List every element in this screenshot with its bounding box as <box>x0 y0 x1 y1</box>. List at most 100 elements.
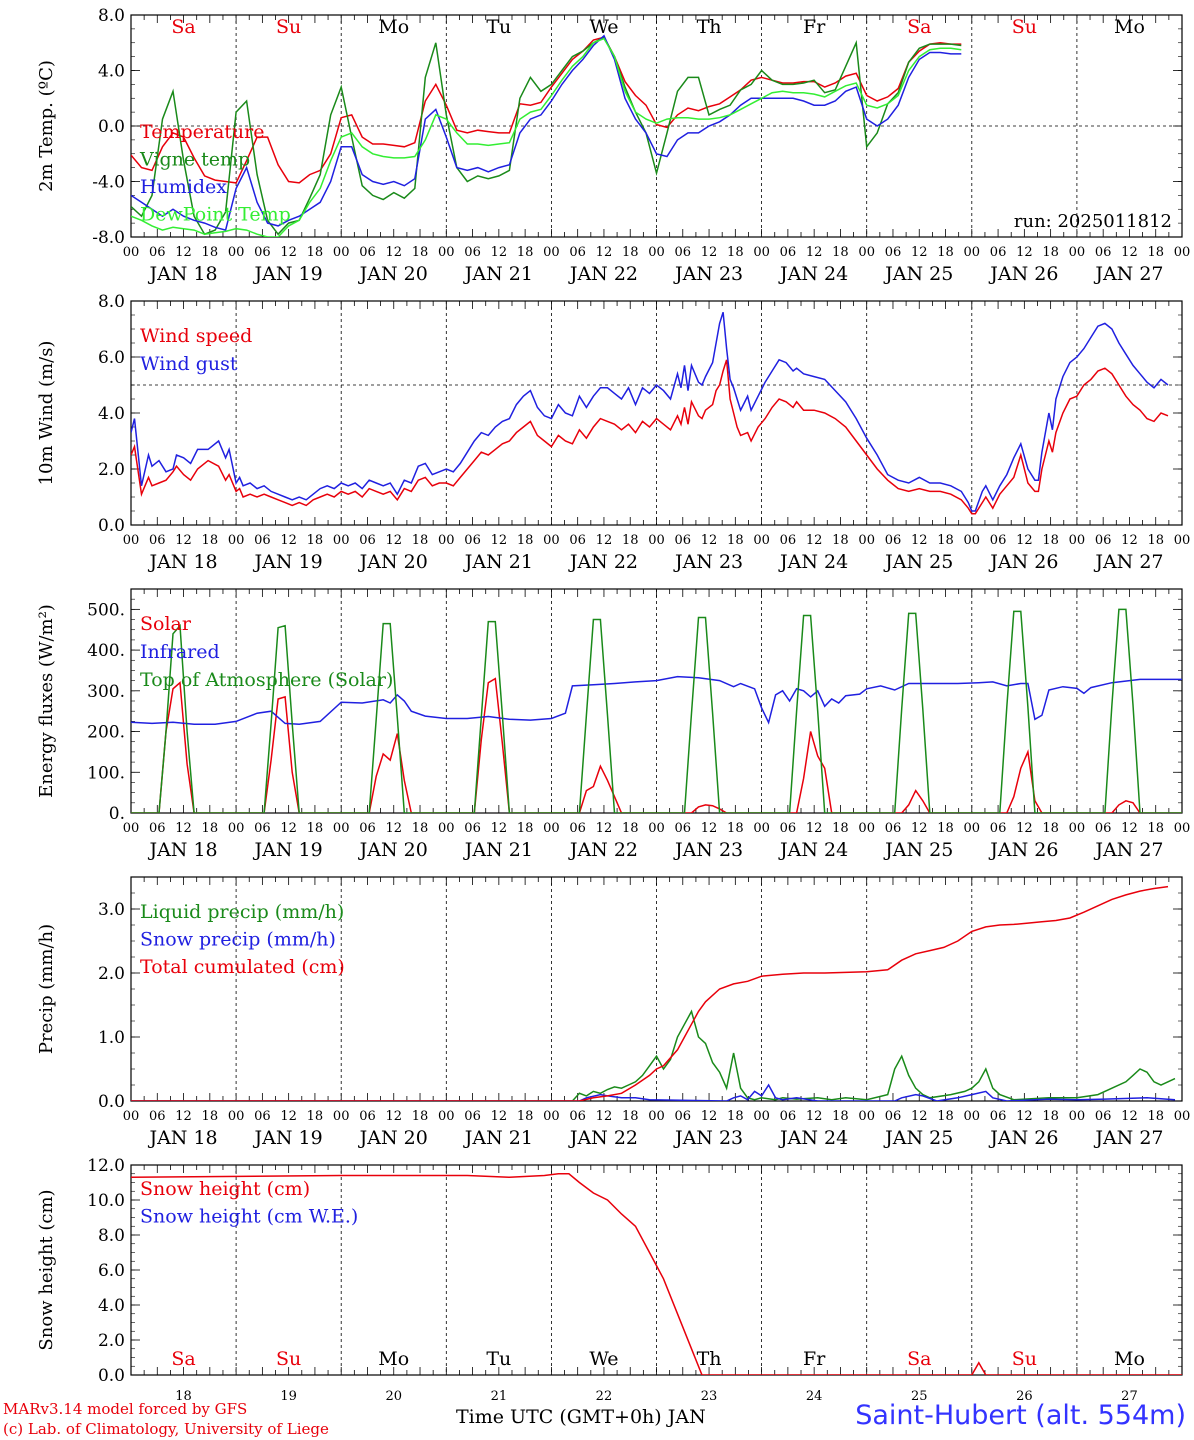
hour-tick-label: 06 <box>149 821 166 836</box>
hour-tick-label: 12 <box>701 245 718 260</box>
hour-tick-label: 12 <box>1121 533 1138 548</box>
hour-tick-label: 06 <box>675 821 692 836</box>
day-label: JAN 24 <box>778 263 848 285</box>
day-label: JAN 25 <box>883 263 953 285</box>
weekday-label: Tu <box>486 1348 511 1370</box>
hour-tick-label: 12 <box>911 245 928 260</box>
day-label: JAN 19 <box>253 1127 323 1149</box>
hour-tick-label: 00 <box>333 821 350 836</box>
hour-tick-label: 00 <box>964 245 981 260</box>
hour-tick-label: 00 <box>228 533 245 548</box>
series-line-liquid-precip-mm-h <box>131 1009 1176 1101</box>
y-axis-label: 10m Wind (m/s) <box>36 341 57 486</box>
hour-tick-label: 12 <box>806 533 823 548</box>
hour-tick-label: 12 <box>1121 1109 1138 1124</box>
hour-tick-label: 06 <box>990 533 1007 548</box>
day-label: JAN 24 <box>778 551 848 573</box>
y-tick-label: 100. <box>87 763 125 783</box>
hour-tick-label: 18 <box>307 533 324 548</box>
hour-tick-label: 18 <box>937 821 954 836</box>
day-label: JAN 22 <box>568 551 638 573</box>
hour-tick-label: 06 <box>464 821 481 836</box>
y-tick-label: 0.0 <box>98 117 125 137</box>
y-tick-label: 4.0 <box>98 1296 125 1316</box>
hour-tick-label: 18 <box>202 821 219 836</box>
y-tick-label: 10.0 <box>87 1191 125 1211</box>
hour-tick-label: 18 <box>517 821 534 836</box>
hour-tick-label: 18 <box>832 1109 849 1124</box>
hour-tick-label: 06 <box>990 821 1007 836</box>
weekday-label: Su <box>1012 16 1037 38</box>
hour-tick-label: 12 <box>911 533 928 548</box>
weekday-label: Sa <box>171 16 195 38</box>
hour-tick-label: 12 <box>175 821 192 836</box>
hour-tick-label: 06 <box>359 1109 376 1124</box>
hour-tick-label: 12 <box>596 821 613 836</box>
legend-entry: DewPoint Temp <box>140 204 291 226</box>
hour-tick-label: 18 <box>307 821 324 836</box>
day-number-label: 26 <box>1016 1389 1033 1400</box>
hour-tick-label: 00 <box>1174 1109 1191 1124</box>
hour-tick-label: 18 <box>1042 821 1059 836</box>
hour-tick-label: 00 <box>543 533 560 548</box>
hour-tick-label: 00 <box>648 533 665 548</box>
hour-tick-label: 18 <box>202 533 219 548</box>
hour-tick-label: 06 <box>780 245 797 260</box>
day-label: JAN 18 <box>147 551 217 573</box>
hour-tick-label: 12 <box>1016 245 1033 260</box>
y-axis-label: 2m Temp. (ºC) <box>36 60 57 192</box>
hour-tick-label: 06 <box>990 1109 1007 1124</box>
y-tick-label: 12.0 <box>87 1156 125 1176</box>
hour-tick-label: 12 <box>911 1109 928 1124</box>
hour-tick-label: 18 <box>1147 533 1164 548</box>
hour-tick-label: 00 <box>1174 245 1191 260</box>
hour-tick-label: 00 <box>753 245 770 260</box>
hour-tick-label: 12 <box>385 1109 402 1124</box>
legend-entry: Temperature <box>140 121 264 143</box>
y-tick-label: -8.0 <box>92 228 125 248</box>
legend-entry: Humidex <box>140 176 227 198</box>
hour-tick-label: 06 <box>569 245 586 260</box>
hour-tick-label: 12 <box>175 533 192 548</box>
hour-tick-label: 00 <box>858 245 875 260</box>
day-label: JAN 27 <box>1093 263 1163 285</box>
hour-tick-label: 06 <box>569 821 586 836</box>
hour-tick-label: 06 <box>885 533 902 548</box>
hour-tick-label: 06 <box>1095 821 1112 836</box>
hour-tick-label: 00 <box>123 533 140 548</box>
chart-panel-5: 12.0 10.0 8.0 6.0 4.0 2.0 0.0 Snow height (cm) S… <box>36 1156 1183 1400</box>
hour-tick-label: 00 <box>1174 533 1191 548</box>
day-number-label: 20 <box>385 1389 402 1400</box>
hour-tick-label: 12 <box>596 533 613 548</box>
series-line-snow-precip-mm-h <box>131 1083 1176 1101</box>
day-label: JAN 22 <box>568 1127 638 1149</box>
y-tick-label: 2.0 <box>98 964 125 984</box>
hour-tick-label: 00 <box>333 1109 350 1124</box>
day-label: JAN 23 <box>673 839 743 861</box>
legend-entry: Solar <box>140 613 192 635</box>
y-tick-label: 200. <box>87 723 125 743</box>
hour-tick-label: 06 <box>675 1109 692 1124</box>
day-label: JAN 26 <box>988 263 1058 285</box>
day-label: JAN 26 <box>988 1127 1058 1149</box>
y-tick-label: 2.0 <box>98 1331 125 1351</box>
hour-tick-label: 00 <box>543 1109 560 1124</box>
hour-tick-label: 00 <box>858 821 875 836</box>
day-label: JAN 26 <box>988 839 1058 861</box>
hour-tick-label: 18 <box>1147 1109 1164 1124</box>
hour-tick-label: 12 <box>1016 533 1033 548</box>
day-label: JAN 21 <box>463 839 533 861</box>
hour-tick-label: 06 <box>254 1109 271 1124</box>
meteogram: 8.0 4.0 0.0 -4.0 -8.0 2m Temp. (ºC) Temperatur… <box>36 6 1191 1400</box>
series-line-top-of-atmosphere-solar <box>131 608 1182 813</box>
hour-tick-label: 12 <box>701 533 718 548</box>
day-label: JAN 22 <box>568 263 638 285</box>
hour-tick-label: 00 <box>228 821 245 836</box>
hour-tick-label: 06 <box>464 245 481 260</box>
day-number-label: 18 <box>175 1389 192 1400</box>
weekday-label: Th <box>697 1348 722 1370</box>
hour-tick-label: 12 <box>385 245 402 260</box>
day-number-label: 24 <box>806 1389 823 1400</box>
legend-entry: Wind gust <box>140 353 238 375</box>
hour-tick-label: 06 <box>1095 533 1112 548</box>
